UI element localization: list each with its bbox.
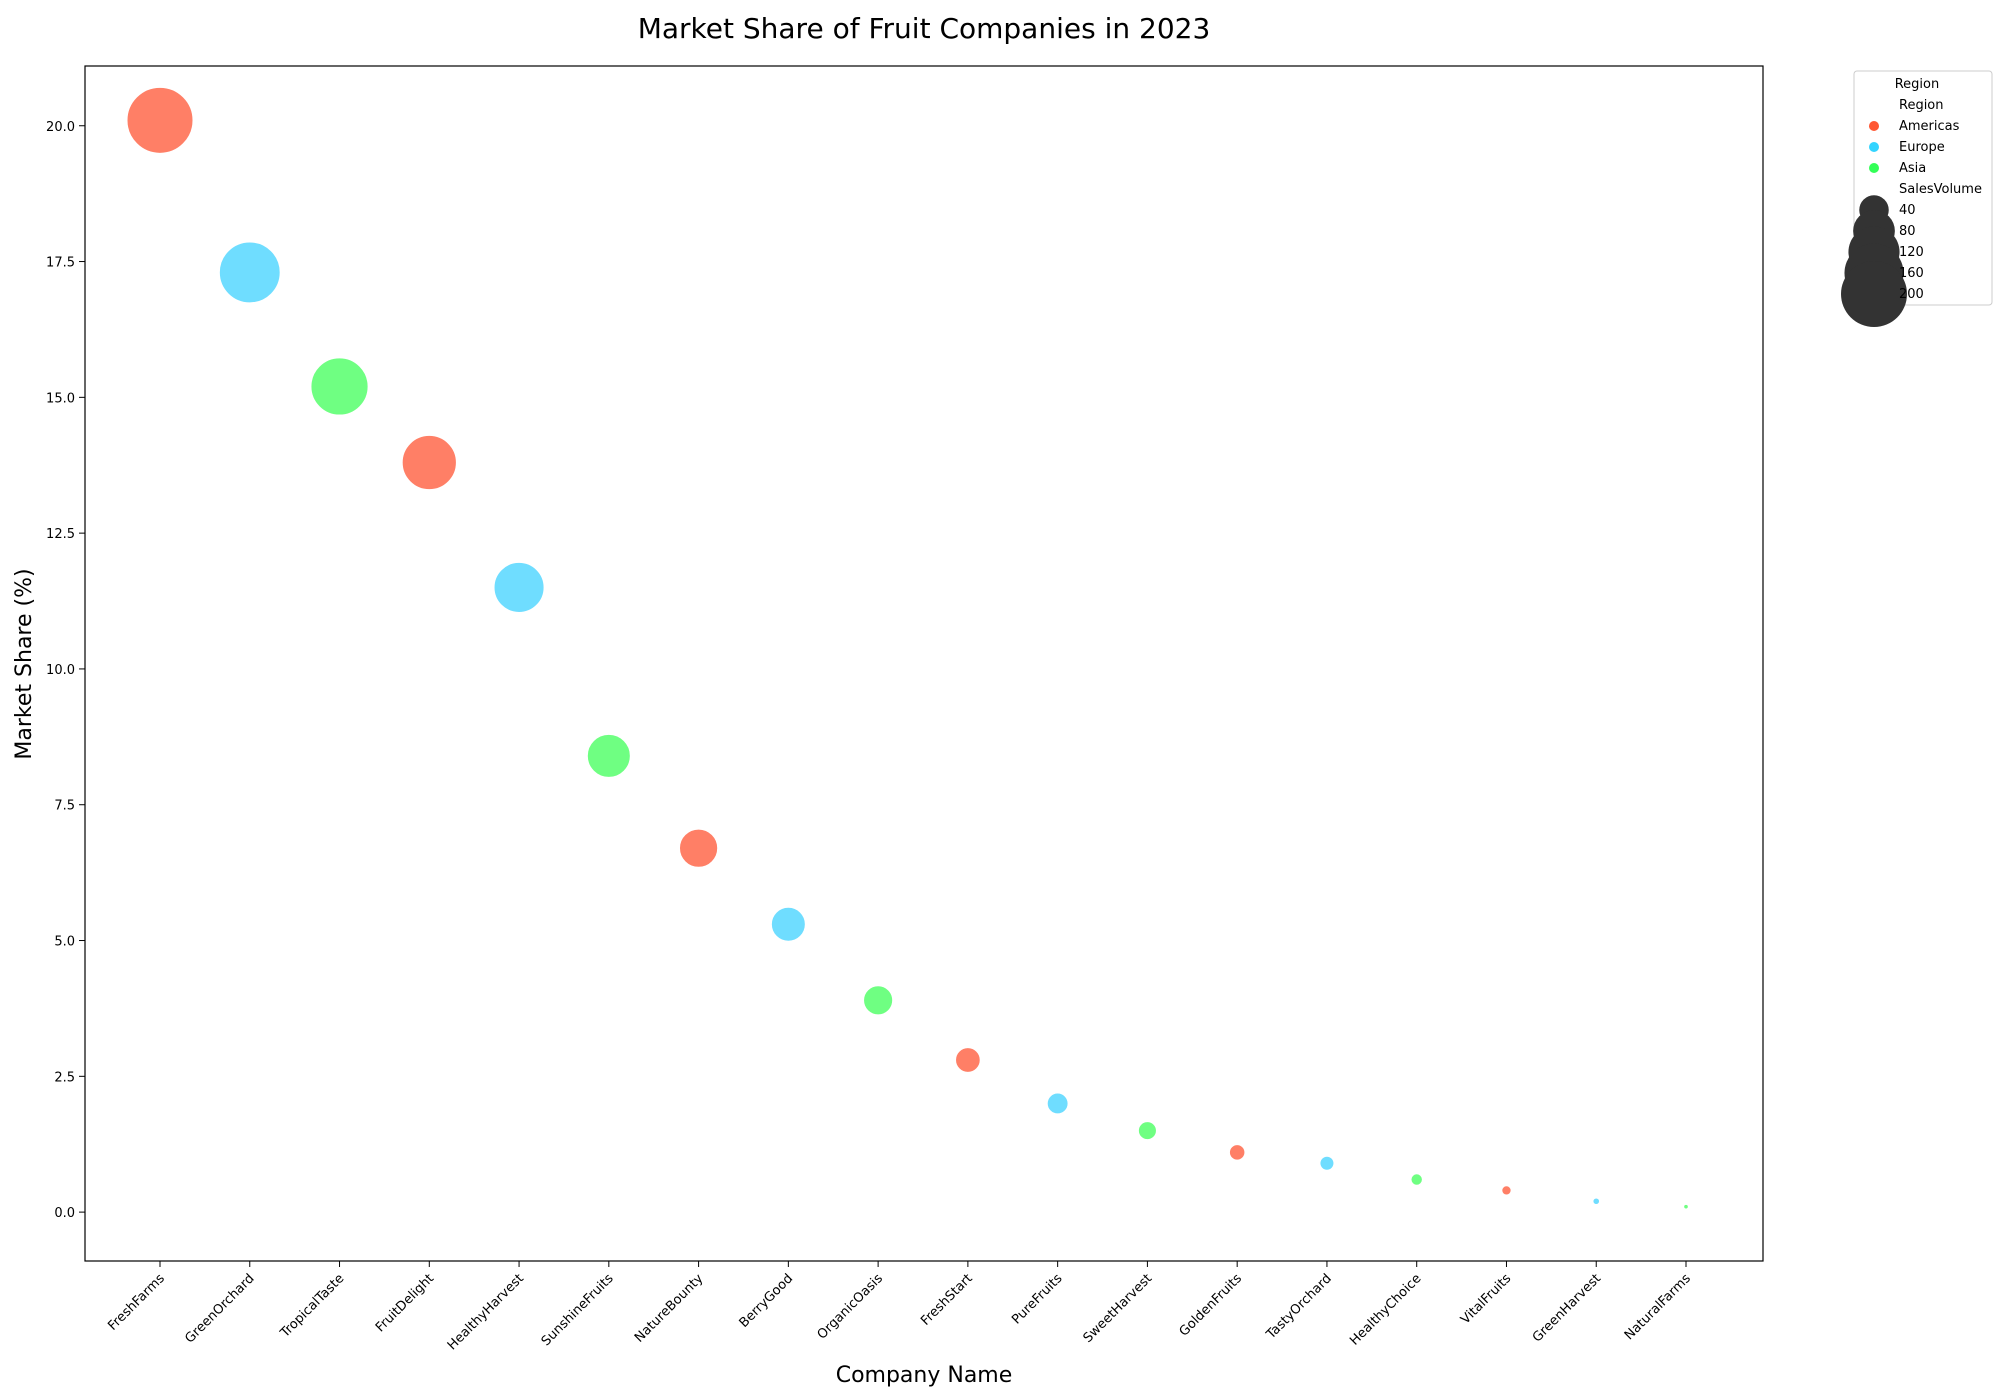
x-tick-label: GreenOrchard: [182, 1271, 257, 1346]
x-tick-label: NaturalFarms: [1622, 1271, 1694, 1343]
legend-size-label: 200: [1899, 287, 1924, 302]
x-tick-label: TropicalTaste: [277, 1271, 347, 1341]
x-tick-label: HealthyChoice: [1347, 1271, 1424, 1348]
x-axis-label: Company Name: [836, 1363, 1013, 1388]
x-tick-label: OrganicOasis: [815, 1271, 887, 1343]
y-tick-label: 5.0: [54, 935, 75, 950]
data-points: [126, 86, 1689, 1210]
x-tick-label: FreshFarms: [105, 1271, 168, 1334]
bubble-healthyharvest: [493, 561, 545, 613]
legend-marker-europe: [1869, 142, 1879, 152]
bubble-naturalfarms: [1683, 1203, 1689, 1210]
y-tick-label: 20.0: [46, 120, 75, 135]
bubble-tastyorchard: [1319, 1155, 1335, 1171]
y-tick-label: 0.0: [54, 1206, 75, 1221]
x-tick-label: FruitDelight: [373, 1271, 437, 1335]
bubble-freshfarms: [126, 86, 194, 154]
legend-title: Region: [1895, 77, 1940, 92]
x-tick-label: GoldenFruits: [1177, 1271, 1246, 1340]
x-tick-label: HealthyHarvest: [445, 1271, 527, 1353]
x-tick-label: SweetHarvest: [1081, 1271, 1156, 1346]
y-tick-label: 7.5: [54, 799, 75, 814]
legend-size-label: 80: [1899, 224, 1916, 239]
y-tick-label: 17.5: [46, 256, 75, 271]
bubble-vitalfruits: [1501, 1185, 1512, 1196]
x-tick-label: GreenHarvest: [1530, 1271, 1604, 1345]
legend-size-heading: SalesVolume: [1899, 182, 1982, 197]
bubble-freshstart: [955, 1047, 981, 1073]
plot-area: [84, 65, 1764, 1262]
y-tick-label: 12.5: [46, 527, 75, 542]
bubble-healthychoice: [1410, 1173, 1423, 1186]
bubble-fruitdelight: [401, 434, 457, 491]
legend-label-asia: Asia: [1899, 161, 1926, 176]
legend-size-label: 40: [1899, 203, 1916, 218]
y-axis: 0.0 2.5 5.0 7.5 10.0 12.5 15.0 17.5 20.0: [46, 120, 85, 1221]
y-tick-label: 10.0: [46, 663, 75, 678]
x-tick-label: FreshStart: [918, 1271, 976, 1329]
bubble-greenharvest: [1592, 1197, 1601, 1206]
y-tick-label: 15.0: [46, 391, 75, 406]
x-axis: FreshFarms GreenOrchard TropicalTaste Fruit…: [105, 1261, 1694, 1353]
x-tick-label: PureFruits: [1009, 1271, 1065, 1327]
x-tick-label: TastyOrchard: [1263, 1271, 1335, 1343]
x-tick-label: NatureBounty: [632, 1271, 707, 1346]
bubble-berrygood: [770, 906, 806, 942]
legend-size-marker: [1841, 261, 1907, 327]
legend-label-europe: Europe: [1899, 140, 1945, 155]
bubble-purefruits: [1046, 1092, 1069, 1115]
legend-marker-asia: [1869, 163, 1879, 173]
y-tick-label: 2.5: [54, 1070, 75, 1085]
y-axis-label: Market Share (%): [12, 568, 37, 759]
legend-hue-heading: Region: [1899, 98, 1944, 113]
bubble-sunshinefruits: [586, 733, 631, 778]
legend-size-label: 160: [1899, 266, 1924, 281]
legend-label-americas: Americas: [1899, 119, 1960, 134]
bubble-tropicaltaste: [310, 357, 369, 416]
bubble-greenorchard: [218, 241, 281, 304]
chart-title: Market Share of Fruit Companies in 2023: [638, 12, 1211, 45]
legend: Region Region Americas Europe Asia SalesVolu…: [1841, 70, 1993, 327]
x-tick-label: SunshineFruits: [539, 1271, 617, 1349]
bubble-naturebounty: [678, 828, 719, 868]
bubble-sweetharvest: [1137, 1121, 1157, 1141]
bubble-goldenfruits: [1228, 1144, 1246, 1161]
bubble-organicoasis: [863, 985, 894, 1016]
x-tick-label: VitalFruits: [1458, 1271, 1514, 1327]
x-tick-label: BerryGood: [737, 1271, 797, 1331]
legend-marker-americas: [1869, 121, 1879, 131]
legend-size-label: 120: [1899, 245, 1924, 260]
